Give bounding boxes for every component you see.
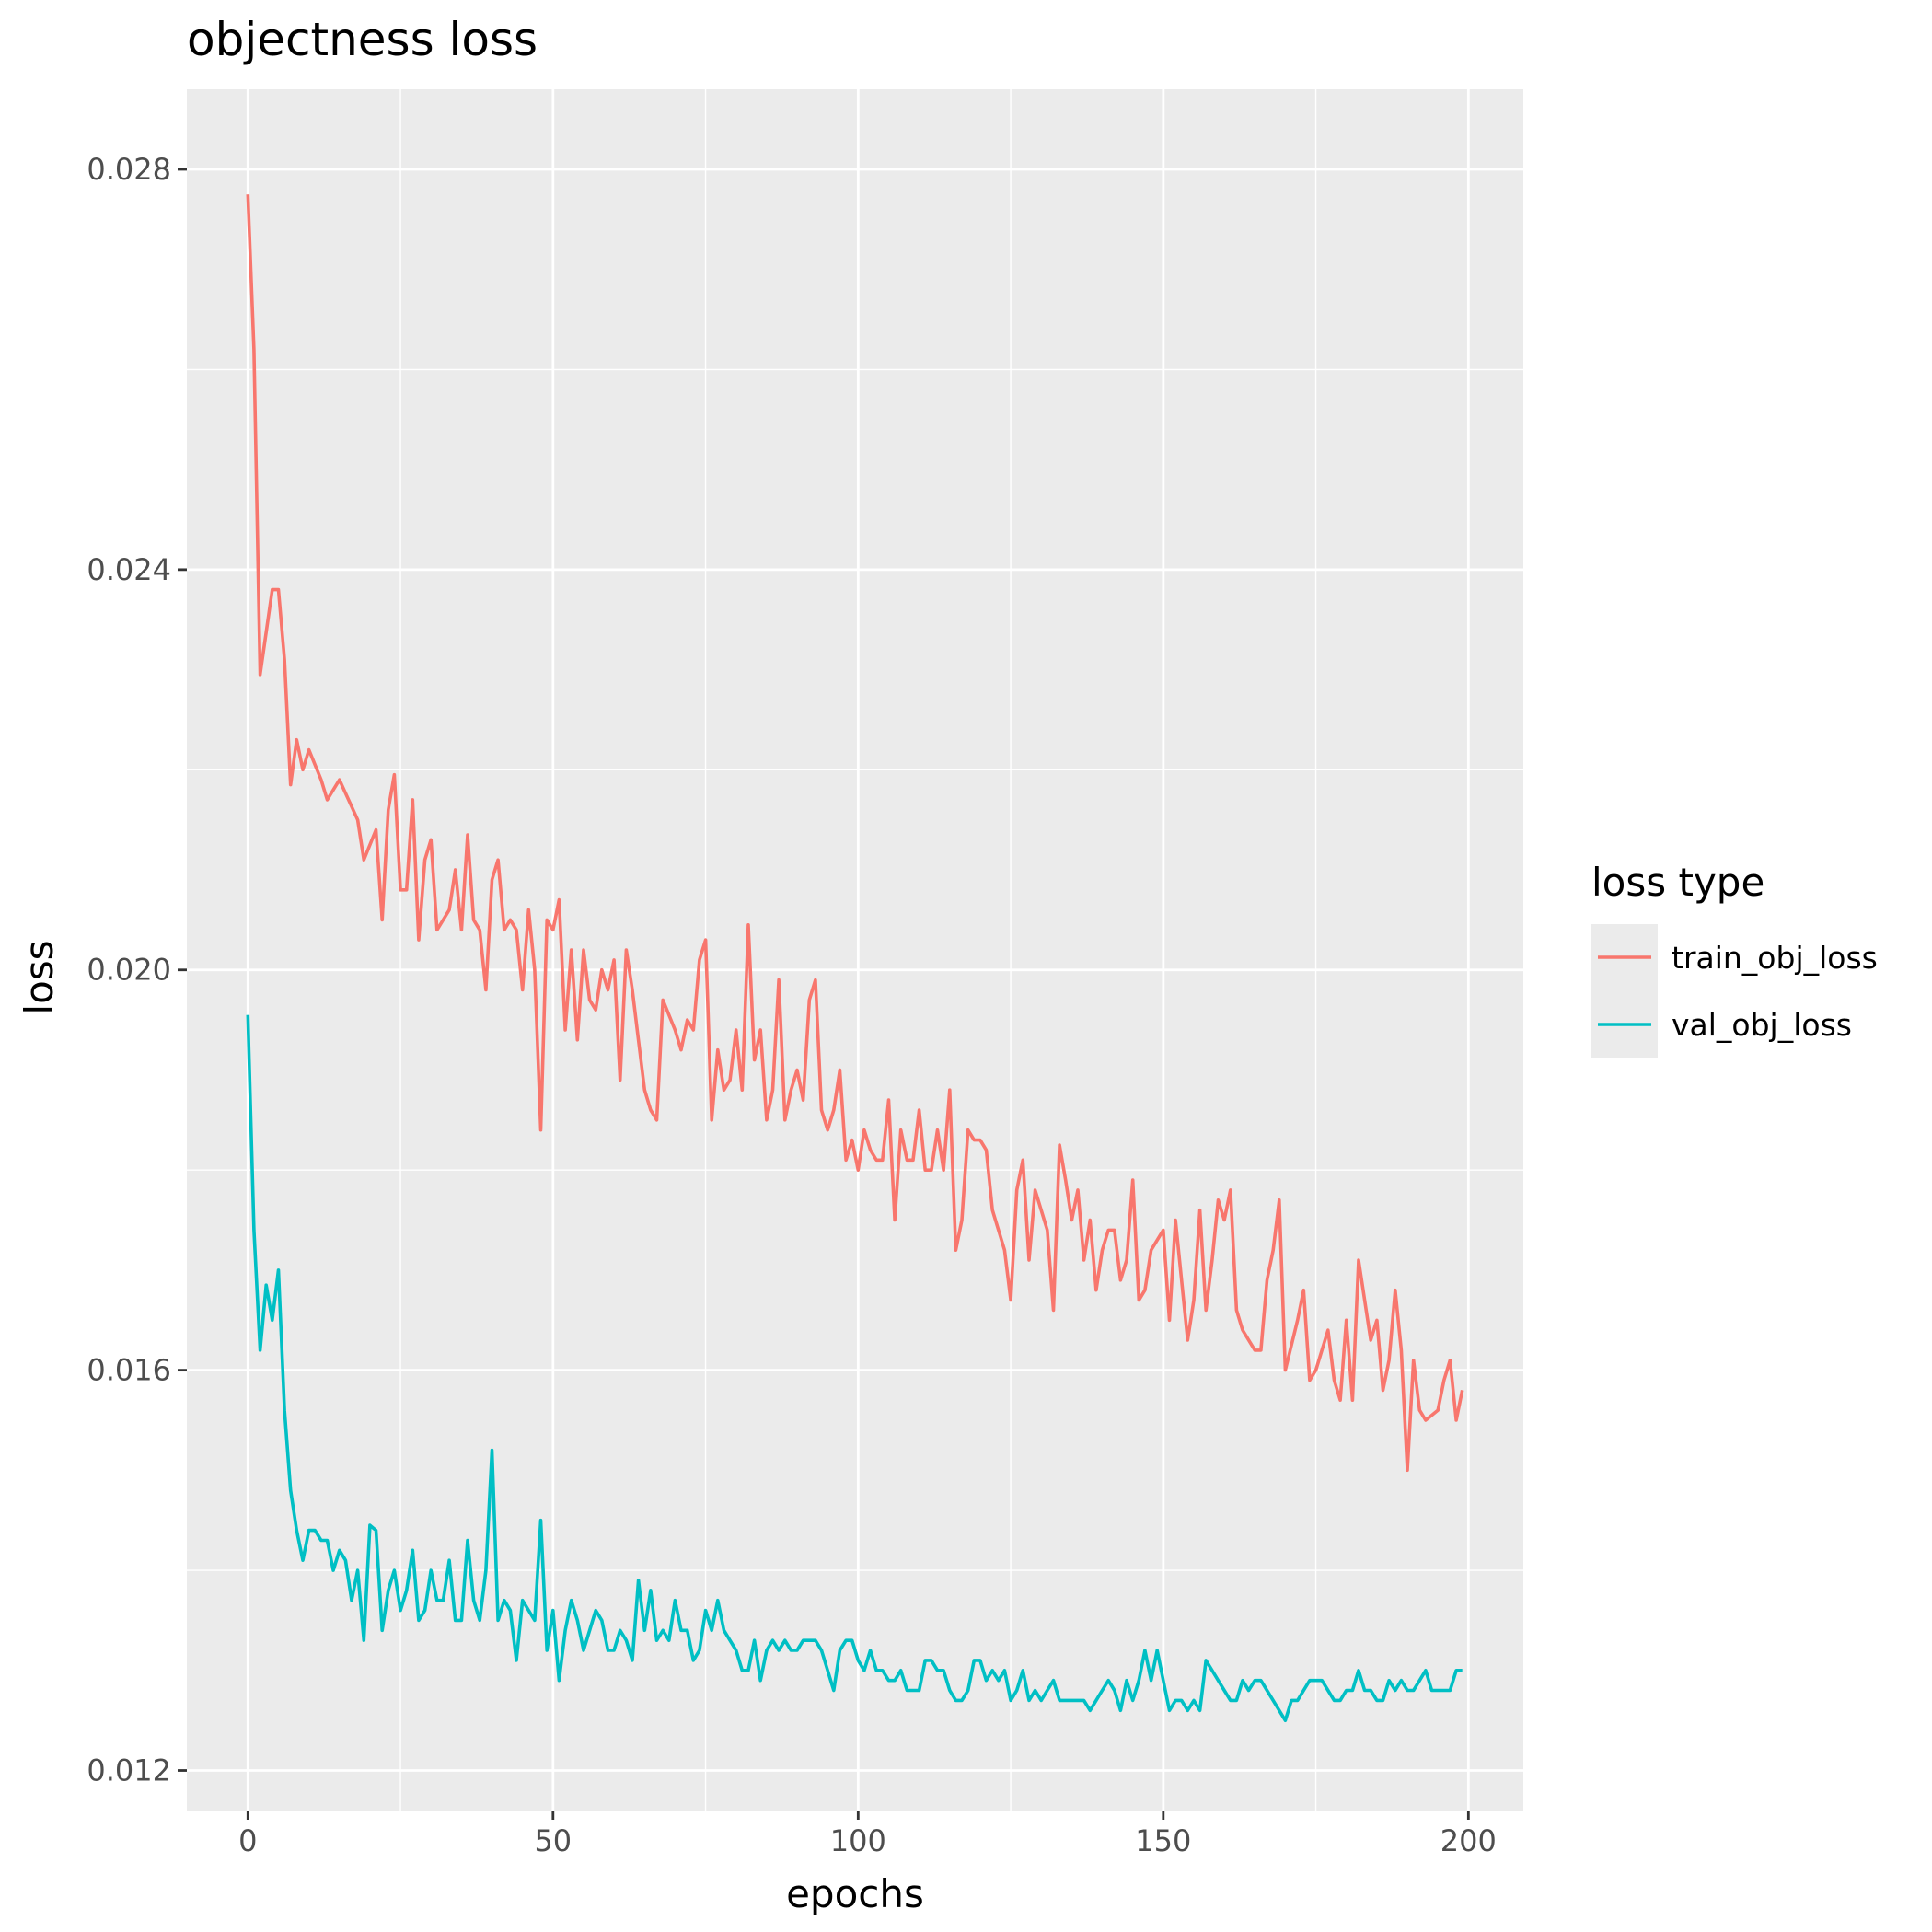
x-tick-label: 200: [1440, 1823, 1497, 1858]
x-tick-label: 100: [830, 1823, 886, 1858]
y-axis: 0.012 0.016 0.020 0.024 0.028: [87, 152, 187, 1788]
legend-label: val_obj_loss: [1672, 1007, 1852, 1043]
x-tick-label: 0: [238, 1823, 257, 1858]
y-axis-title: loss: [17, 940, 62, 1014]
y-tick-label: 0.012: [87, 1753, 171, 1788]
plot-panel: [187, 89, 1523, 1811]
legend-title: loss type: [1591, 860, 1764, 905]
x-tick-label: 50: [534, 1823, 572, 1858]
legend-items: train_obj_loss val_obj_loss: [1598, 940, 1878, 1043]
grid-major: [187, 89, 1523, 1811]
y-tick-label: 0.020: [87, 953, 171, 988]
y-tick-label: 0.028: [87, 152, 171, 187]
y-tick-label: 0.016: [87, 1353, 171, 1388]
chart-title: objectness loss: [187, 13, 538, 66]
legend: loss type train_obj_loss val_obj_loss: [1591, 860, 1878, 1058]
series-lines: [246, 194, 1464, 1722]
series-line-val_obj_loss: [246, 1014, 1463, 1722]
x-axis-title: epochs: [786, 1871, 924, 1916]
x-tick-label: 150: [1135, 1823, 1191, 1858]
legend-key-background: [1591, 924, 1658, 1058]
x-axis: 0 50 100 150 200: [238, 1811, 1497, 1858]
series-line-train_obj_loss: [246, 194, 1464, 1473]
y-tick-label: 0.024: [87, 552, 171, 587]
legend-label: train_obj_loss: [1672, 940, 1878, 976]
